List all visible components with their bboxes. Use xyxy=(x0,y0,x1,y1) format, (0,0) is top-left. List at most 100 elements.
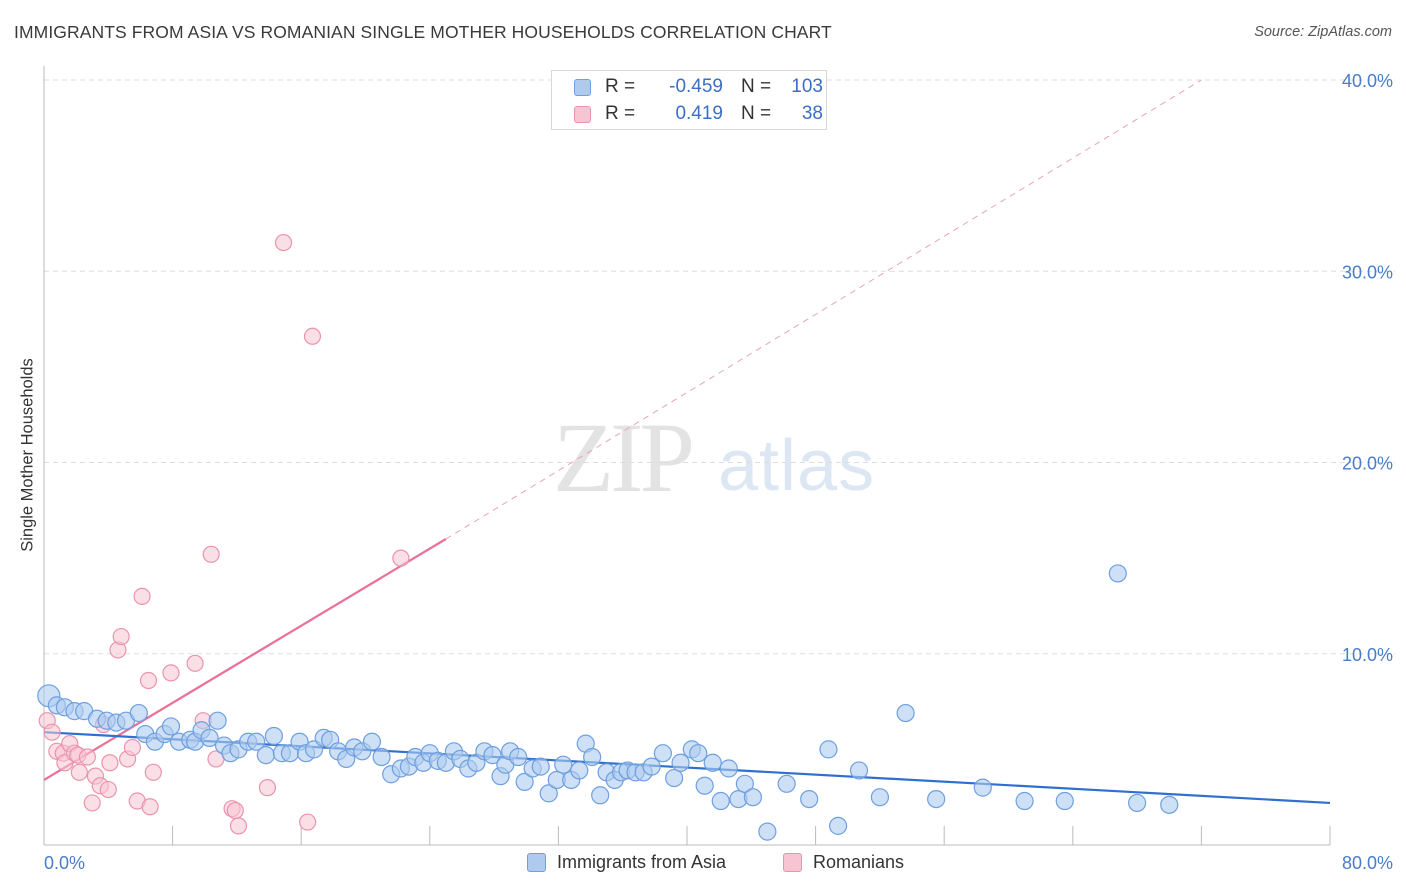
romanians-point xyxy=(78,748,97,766)
asia-point xyxy=(849,761,869,780)
romanians-point xyxy=(141,798,159,816)
asia-point xyxy=(800,789,819,809)
asia-point xyxy=(264,726,283,746)
stats-legend: R = -0.459 N = 103 R = 0.419 N = 38 xyxy=(551,70,827,130)
asia-point xyxy=(927,789,946,809)
y-tick-label: 10.0% xyxy=(1342,645,1393,665)
r-value: -0.459 xyxy=(669,76,723,97)
asia-point xyxy=(653,744,672,763)
romanians-point xyxy=(229,817,248,835)
r-label: R = xyxy=(605,76,636,97)
asia-legend-swatch xyxy=(527,853,546,872)
asia-point xyxy=(129,703,148,723)
asia-point xyxy=(362,732,382,751)
n-value: 103 xyxy=(791,76,823,97)
asia-point xyxy=(735,774,754,793)
source-label[interactable]: Source: ZipAtlas.com xyxy=(1254,24,1392,40)
legend-row-asia: R = -0.459 N = 103 xyxy=(574,74,823,100)
series-legend: Immigrants from Asia Romanians xyxy=(0,852,1406,878)
asia-point xyxy=(591,786,610,805)
asia-point xyxy=(870,788,890,807)
watermark-zip: ZIP xyxy=(553,402,695,513)
asia-point xyxy=(719,759,738,778)
legend-item-romanians[interactable]: Romanians xyxy=(783,852,904,873)
romanians-point xyxy=(43,723,61,741)
asia-point xyxy=(819,740,838,759)
asia-legend-label: Immigrants from Asia xyxy=(557,852,727,872)
romanians-point xyxy=(226,801,244,820)
asia-point xyxy=(689,744,708,763)
asia-point xyxy=(247,732,266,751)
legend-row-romanians: R = 0.419 N = 38 xyxy=(574,101,823,127)
asia-point xyxy=(539,784,558,803)
romanians-point xyxy=(99,780,117,799)
n-value: 38 xyxy=(801,103,823,124)
romanians-point xyxy=(139,671,158,690)
romanians-trend-line xyxy=(43,538,447,781)
romanians-point xyxy=(274,233,293,252)
romanians-point xyxy=(70,763,88,781)
asia-swatch xyxy=(574,78,591,96)
asia-point xyxy=(1160,795,1179,814)
asia-point xyxy=(695,776,714,795)
asia-point xyxy=(1055,791,1074,811)
asia-point xyxy=(583,747,602,767)
asia-point xyxy=(711,791,730,811)
romanians-points xyxy=(38,233,410,835)
romanians-point xyxy=(133,587,151,605)
watermark-atlas: atlas xyxy=(718,426,876,506)
asia-point xyxy=(1127,793,1147,813)
romanians-point xyxy=(101,754,119,772)
asia-point xyxy=(896,703,915,723)
r-label: R = xyxy=(605,103,636,124)
x-tick-label: 0.0% xyxy=(44,853,85,873)
asia-point xyxy=(829,816,848,835)
romanians-point xyxy=(392,549,410,567)
romanians-point xyxy=(303,327,322,345)
r-value: 0.419 xyxy=(675,103,723,124)
romanians-trend-extension xyxy=(445,79,1202,540)
asia-point xyxy=(161,717,181,736)
asia-point xyxy=(777,774,796,793)
asia-point xyxy=(1015,791,1034,811)
asia-point xyxy=(531,757,550,776)
asia-point xyxy=(515,772,534,791)
legend-item-asia[interactable]: Immigrants from Asia xyxy=(527,852,726,873)
romanians-point xyxy=(202,545,220,563)
n-label: N = xyxy=(741,103,772,124)
asia-point xyxy=(973,778,992,797)
asia-points xyxy=(37,564,1179,841)
asia-point xyxy=(372,747,391,767)
romanians-point xyxy=(144,763,162,781)
y-tick-label: 40.0% xyxy=(1342,71,1393,91)
asia-point xyxy=(554,755,573,774)
romanians-point xyxy=(123,738,142,757)
axes xyxy=(43,66,1331,846)
n-label: N = xyxy=(741,76,772,97)
asia-point xyxy=(256,746,275,765)
asia-point xyxy=(671,753,690,772)
asia-point xyxy=(208,711,227,730)
chart-title: IMMIGRANTS FROM ASIA VS ROMANIAN SINGLE … xyxy=(14,22,832,42)
tick-labels: 10.0% 20.0% 30.0% 40.0% 0.0% 80.0% xyxy=(44,71,1393,873)
asia-point xyxy=(509,747,528,767)
romanians-legend-label: Romanians xyxy=(813,852,905,872)
y-tick-label: 30.0% xyxy=(1342,262,1393,282)
asia-point xyxy=(758,822,777,841)
asia-point xyxy=(1108,564,1127,583)
asia-point xyxy=(570,761,589,780)
asia-point xyxy=(743,788,763,807)
asia-point xyxy=(665,768,684,788)
romanians-swatch xyxy=(574,105,591,123)
romanians-point xyxy=(258,779,277,797)
romanians-point xyxy=(299,813,317,831)
x-tick-label: 80.0% xyxy=(1342,853,1393,873)
grid-lines xyxy=(44,79,1395,655)
asia-point xyxy=(642,757,661,776)
asia-point xyxy=(200,728,219,748)
romanians-point xyxy=(83,794,101,812)
trend-lines xyxy=(43,79,1331,805)
asia-point xyxy=(483,746,502,765)
y-tick-label: 20.0% xyxy=(1342,454,1393,474)
